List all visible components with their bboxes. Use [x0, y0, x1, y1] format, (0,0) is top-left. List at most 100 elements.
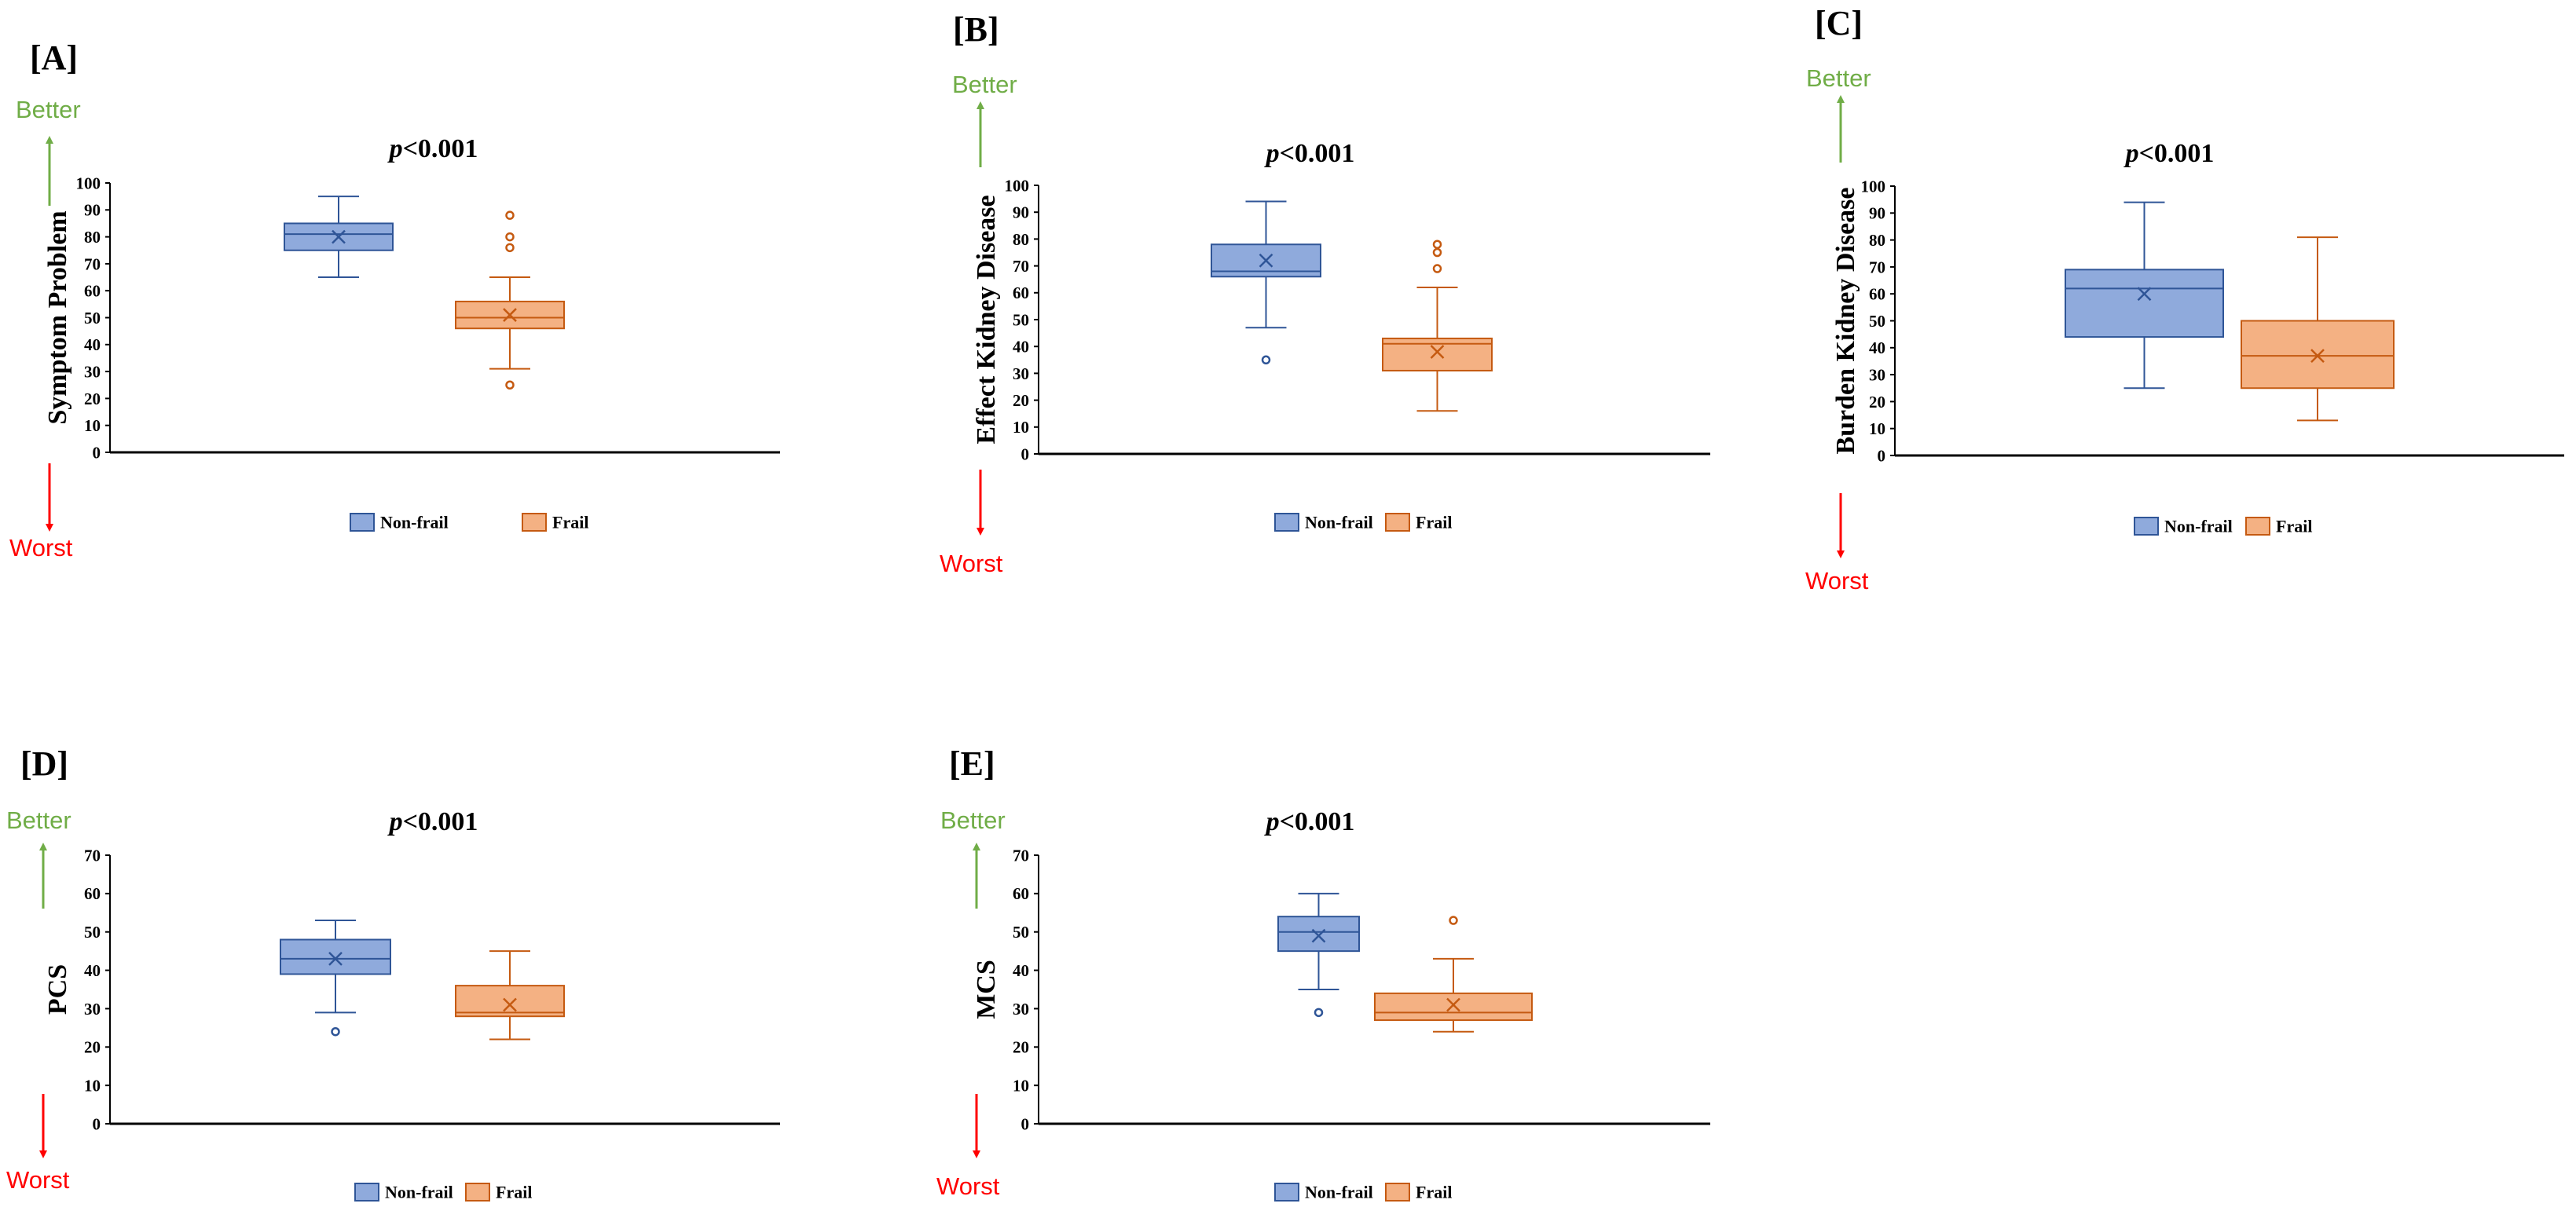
worst-label: Worst	[940, 550, 1003, 577]
better-label: Better	[940, 807, 1006, 834]
y-tick-label: 0	[1021, 1114, 1030, 1133]
legend-swatch-frail	[1385, 1183, 1410, 1202]
mean-stroke	[332, 229, 346, 244]
panel-label: [B]	[953, 10, 999, 49]
y-tick-label: 20	[1013, 391, 1029, 410]
panel-c: [C] Better Worst p<0.001 Burden Kidney Disea…	[1805, 4, 2564, 594]
legend-label-frail: Frail	[2276, 517, 2312, 536]
legend-swatch-nonfrail	[1274, 1183, 1299, 1202]
p-symbol: p	[387, 134, 403, 163]
iqr-box	[455, 300, 565, 330]
p-symbol: p	[387, 807, 403, 836]
legend: Non-frail Frail	[1274, 1183, 1452, 1202]
box-nonfrail	[284, 196, 394, 279]
better-label: Better	[6, 807, 71, 834]
y-axis-label: Burden Kidney Disease	[1831, 187, 1860, 454]
y-axis-label: MCS	[972, 960, 1001, 1019]
box-nonfrail	[280, 920, 391, 1037]
p-value: <0.001	[2139, 139, 2215, 168]
mean-marker	[1259, 253, 1273, 268]
outlier-point	[505, 243, 515, 253]
y-tick-label: 50	[1013, 310, 1029, 329]
y-tick-label: 70	[84, 254, 101, 273]
y-tick-label: 60	[84, 282, 101, 301]
mean-marker	[328, 952, 343, 966]
mean-stroke	[503, 308, 517, 322]
p-value: <0.001	[1280, 139, 1355, 168]
y-tick-label: 90	[84, 201, 101, 220]
y-tick-label: 80	[1869, 231, 1885, 250]
outlier-point	[1432, 240, 1442, 249]
box-nonfrail	[1211, 200, 1321, 365]
legend-swatch-nonfrail	[350, 513, 375, 532]
y-tick-label: 30	[1869, 365, 1885, 384]
y-tick-label: 30	[1013, 364, 1029, 383]
y-tick-label: 20	[84, 1038, 101, 1057]
p-symbol: p	[2123, 139, 2139, 168]
box-frail	[455, 210, 565, 390]
legend-label-frail: Frail	[552, 513, 588, 532]
p-value: <0.001	[403, 134, 478, 163]
legend-label-frail: Frail	[496, 1183, 532, 1202]
legend-label-nonfrail: Non-frail	[380, 513, 449, 532]
better-label: Better	[952, 71, 1017, 98]
legend: Non-frail Frail	[354, 1183, 532, 1202]
y-tick-label: 80	[84, 228, 101, 247]
y-tick-label: 30	[1013, 1000, 1029, 1019]
worst-label: Worst	[9, 534, 73, 561]
better-label: Better	[16, 96, 81, 123]
panel-a: [A] Better Worst p<0.001 Symptom Problem 0 10 2…	[9, 38, 780, 561]
mean-marker	[1311, 928, 1326, 943]
panel-d: [D] Better Worst p<0.001 PCS 0 10 20 30 40 50 60 70 N…	[6, 744, 780, 1202]
mean-marker	[1446, 997, 1460, 1012]
y-tick-label: 30	[84, 1000, 101, 1019]
outlier-point	[505, 380, 515, 390]
y-tick-label: 50	[84, 923, 101, 942]
y-tick-label: 70	[1013, 846, 1029, 865]
y-tick-label: 60	[1013, 884, 1029, 903]
y-tick-label: 60	[1013, 283, 1029, 302]
p-value-title: p<0.001	[387, 134, 478, 163]
p-symbol: p	[1264, 139, 1280, 168]
y-axis-label: Effect Kidney Disease	[972, 195, 1001, 444]
mean-marker	[2137, 287, 2152, 302]
mean-stroke	[328, 952, 343, 966]
y-tick-label: 30	[84, 362, 101, 381]
legend-swatch-nonfrail	[354, 1183, 379, 1202]
y-tick-label: 70	[1869, 258, 1885, 276]
y-tick-label: 100	[1005, 176, 1030, 195]
mean-stroke	[2137, 287, 2152, 302]
outlier-point	[1449, 916, 1458, 925]
box-nonfrail	[1277, 892, 1360, 1018]
outlier-point	[505, 210, 515, 220]
mean-stroke	[1259, 253, 1273, 268]
mean-stroke	[1311, 928, 1326, 943]
p-value-title: p<0.001	[387, 807, 478, 836]
outlier-point	[1432, 247, 1442, 258]
y-tick-label: 40	[84, 335, 101, 354]
y-tick-label: 100	[1861, 177, 1886, 196]
worst-label: Worst	[1805, 567, 1869, 594]
mean-marker	[2310, 349, 2325, 363]
mean-stroke	[503, 997, 517, 1012]
y-tick-label: 0	[1878, 446, 1886, 465]
panel-b: [B] Better Worst p<0.001 Effect Kidney Disea…	[940, 10, 1710, 577]
y-tick-label: 50	[1013, 923, 1029, 942]
legend: Non-frail Frail	[1274, 513, 1452, 532]
y-axis-label: Symptom Problem	[43, 210, 72, 424]
box-frail	[455, 950, 565, 1041]
iqr-box	[2065, 269, 2224, 338]
panel-label: [E]	[949, 744, 995, 783]
p-value-title: p<0.001	[2123, 139, 2215, 168]
legend: Non-frail Frail	[350, 513, 588, 532]
y-tick-label: 90	[1869, 204, 1885, 223]
legend-label-frail: Frail	[1416, 1183, 1452, 1202]
mean-marker	[503, 997, 517, 1012]
outlier-point	[331, 1026, 340, 1037]
y-tick-label: 50	[1869, 312, 1885, 331]
y-tick-label: 0	[1021, 444, 1030, 463]
panel-label: [C]	[1815, 4, 1863, 42]
panel-label: [A]	[30, 38, 78, 77]
y-tick-label: 80	[1013, 230, 1029, 249]
